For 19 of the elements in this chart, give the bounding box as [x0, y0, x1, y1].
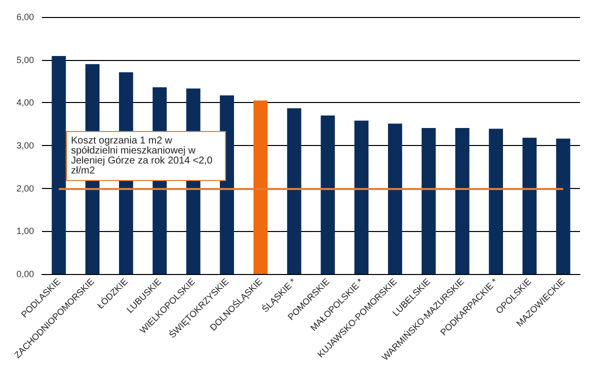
- bar: [354, 120, 368, 274]
- bar: [287, 108, 302, 274]
- y-tick-label: 0,00: [16, 269, 34, 279]
- y-tick-label: 1,00: [16, 226, 34, 236]
- bar: [522, 138, 537, 274]
- y-tick-label: 4,00: [16, 98, 34, 108]
- bar: [422, 128, 436, 274]
- bar: [254, 100, 268, 274]
- bar: [320, 116, 335, 274]
- y-tick-label: 5,00: [16, 54, 34, 65]
- bar: [52, 56, 66, 274]
- ref-line-label: Koszt ogrzania 1 m2 w spółdzielni mieszkaniowej w Jeleniej Górze za rok 2014 <2,0 zł/m2: [71, 136, 216, 176]
- y-tick-label: 3,00: [16, 140, 34, 150]
- y-tick-label: 6,00: [16, 12, 34, 22]
- bar: [556, 138, 570, 274]
- bar: [455, 128, 470, 274]
- bar: [488, 128, 503, 274]
- y-tick-label: 2,00: [16, 183, 34, 194]
- bar: [388, 124, 402, 274]
